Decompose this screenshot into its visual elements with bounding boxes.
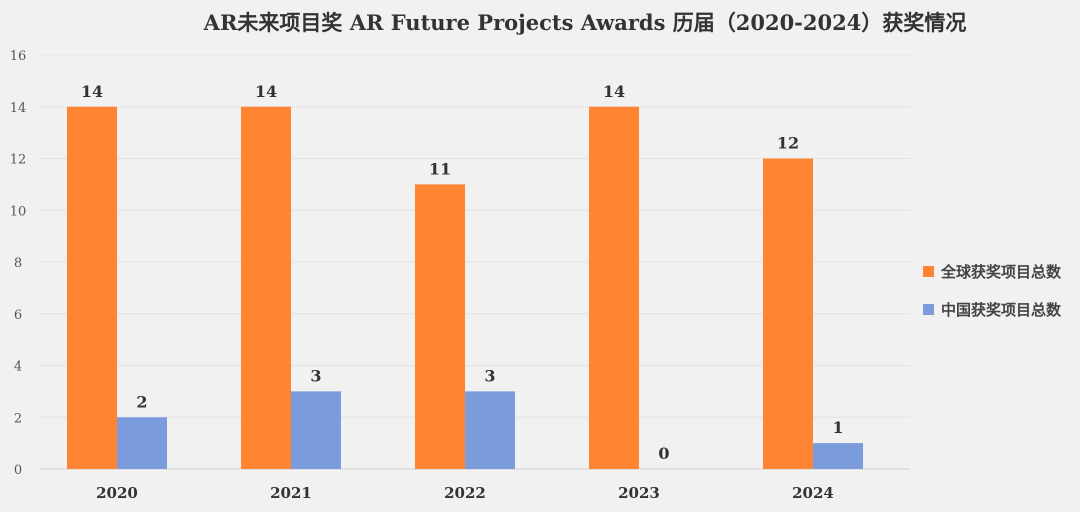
data-label: 2	[136, 392, 147, 411]
y-tick-label: 10	[10, 204, 27, 219]
y-tick-label: 12	[10, 153, 27, 168]
chart-title: AR未来项目奖 AR Future Projects Awards 历届（202…	[203, 10, 967, 35]
bar-china	[291, 391, 341, 469]
y-tick-label: 8	[14, 256, 22, 271]
data-label: 14	[603, 82, 625, 101]
y-tick-label: 16	[10, 49, 27, 64]
data-label: 11	[429, 159, 451, 178]
bar-china	[117, 417, 167, 469]
y-tick-label: 6	[14, 308, 22, 323]
data-label: 3	[484, 366, 495, 385]
data-label: 0	[658, 444, 669, 463]
data-label: 3	[310, 366, 321, 385]
bar-global	[67, 106, 117, 469]
bar-china	[813, 443, 863, 469]
legend-label: 全球获奖项目总数	[940, 263, 1062, 281]
bar-global	[589, 106, 639, 469]
data-label: 14	[81, 82, 103, 101]
x-tick-label: 2024	[792, 484, 834, 502]
x-tick-label: 2022	[444, 484, 486, 502]
data-label: 1	[832, 418, 843, 437]
bar-global	[415, 184, 465, 469]
data-label: 12	[777, 134, 799, 153]
y-tick-label: 2	[14, 411, 22, 426]
legend-swatch	[923, 266, 934, 277]
legend-label: 中国获奖项目总数	[941, 301, 1062, 319]
y-tick-label: 0	[14, 463, 22, 478]
bar-global	[241, 106, 291, 469]
x-tick-label: 2021	[270, 484, 312, 502]
data-label: 14	[255, 82, 277, 101]
y-tick-label: 4	[14, 360, 22, 375]
legend-swatch	[923, 304, 934, 315]
x-tick-label: 2020	[96, 484, 138, 502]
x-tick-label: 2023	[618, 484, 660, 502]
bar-global	[763, 158, 813, 469]
y-tick-label: 14	[10, 101, 27, 116]
bar-china	[465, 391, 515, 469]
